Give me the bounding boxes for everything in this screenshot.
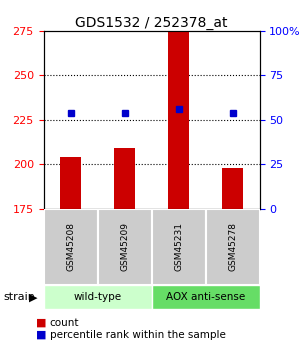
Text: AOX anti-sense: AOX anti-sense <box>166 292 245 302</box>
Text: ▶: ▶ <box>29 293 38 303</box>
Text: wild-type: wild-type <box>74 292 122 302</box>
Text: percentile rank within the sample: percentile rank within the sample <box>50 330 225 339</box>
Bar <box>152 285 260 309</box>
Text: ■: ■ <box>36 330 46 339</box>
Bar <box>206 209 260 285</box>
Text: GSM45209: GSM45209 <box>120 222 129 271</box>
Bar <box>44 209 98 285</box>
Bar <box>152 209 206 285</box>
Bar <box>114 148 135 209</box>
Title: GDS1532 / 252378_at: GDS1532 / 252378_at <box>75 16 228 30</box>
Bar <box>168 31 189 209</box>
Text: GSM45231: GSM45231 <box>174 222 183 271</box>
Text: GSM45208: GSM45208 <box>66 222 75 271</box>
Text: GSM45278: GSM45278 <box>228 222 237 271</box>
Text: strain: strain <box>3 292 35 302</box>
Text: count: count <box>50 318 79 327</box>
Bar <box>60 157 81 209</box>
Bar <box>44 285 152 309</box>
Bar <box>222 168 243 209</box>
Text: ■: ■ <box>36 318 46 327</box>
Bar <box>98 209 152 285</box>
